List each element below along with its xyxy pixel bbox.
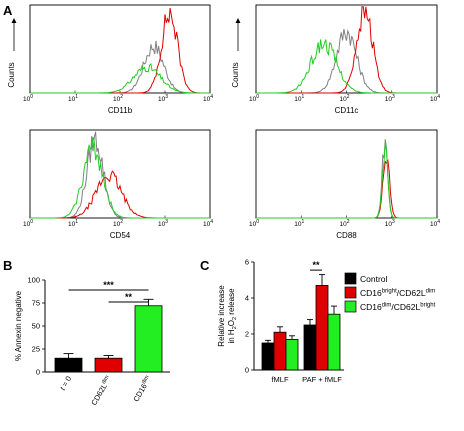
marker-label: CD88	[336, 231, 357, 240]
y-axis-label-line1: Relative increase	[217, 285, 226, 347]
x-tick-label: 104	[430, 94, 440, 103]
significance-label: **	[312, 260, 320, 270]
x-tick-label: 104	[430, 219, 440, 228]
histogram-frame	[255, 4, 438, 94]
histogram-frame	[255, 129, 438, 219]
y-tick-label: 0	[36, 368, 40, 377]
histogram-trace-control	[30, 131, 210, 219]
counts-arrow-right-head	[235, 18, 241, 23]
legend-swatch	[344, 300, 357, 313]
y-tick-label: 4	[245, 294, 249, 303]
bar	[273, 331, 287, 371]
legend-label: CD16dim/CD62Lbright	[360, 302, 436, 312]
bar	[285, 338, 299, 371]
histogram-trace-cd16dim	[30, 136, 210, 219]
histogram-frame	[29, 129, 211, 219]
y-axis-label: % Annexin negative	[14, 290, 23, 361]
histogram-cd54: 100 101 102 103 104 CD54	[23, 129, 213, 240]
histogram-trace-cd16bright	[256, 6, 437, 94]
y-tick-label: 25	[32, 345, 40, 354]
y-axis-label-line2: in H2O2 release	[227, 288, 238, 344]
marker-label: CD11c	[335, 106, 359, 115]
y-tick-label: 50	[32, 322, 40, 331]
bar	[327, 313, 341, 371]
y-tick-label: 75	[32, 299, 40, 308]
bar	[303, 324, 317, 371]
x-tick-label: 102	[339, 219, 349, 228]
legend-swatch	[344, 286, 357, 299]
x-tick-label: 100	[23, 219, 33, 228]
x-tick-label: 104	[203, 219, 213, 228]
legend-label: CD16bright/CD62Ldim	[360, 288, 435, 298]
marker-label: CD54	[110, 231, 131, 240]
category-label: fMLF	[271, 375, 289, 384]
x-tick-label: 103	[158, 219, 168, 228]
h2o2-bar-chart: 0 2 4 6 Relative increase in H2O2 release fMLF…	[217, 258, 436, 385]
x-tick-label: 102	[113, 94, 123, 103]
histogram-trace-cd16bright	[256, 158, 437, 219]
counts-label-left: Counts	[7, 62, 16, 87]
x-tick-label: 103	[385, 94, 395, 103]
category-label: t = 0	[58, 375, 73, 392]
category-label: PAF + fMLF	[302, 375, 342, 384]
y-tick-label: 6	[245, 258, 249, 267]
histogram-trace-control	[256, 139, 437, 219]
panel-label-a: A	[3, 3, 13, 18]
panel-label-c: C	[200, 258, 210, 273]
histogram-trace-cd16dim	[256, 141, 437, 219]
histogram-trace-control	[30, 40, 210, 94]
histogram-cd11c: 100 101 102 103 104 CD11c	[249, 4, 440, 115]
bar	[261, 342, 275, 371]
x-tick-label: 100	[249, 94, 259, 103]
x-tick-label: 101	[68, 219, 78, 228]
histogram-trace-cd16bright	[30, 170, 210, 219]
histogram-cd11b: 100 101 102 103 104 CD11b	[23, 4, 213, 115]
bar	[134, 305, 163, 373]
y-tick-label: 0	[245, 366, 249, 375]
bar	[94, 357, 123, 373]
x-tick-label: 102	[113, 219, 123, 228]
y-tick-label: 100	[27, 276, 40, 285]
bar	[315, 284, 329, 371]
x-tick-label: 103	[385, 219, 395, 228]
x-tick-label: 100	[23, 94, 33, 103]
bar	[54, 357, 83, 373]
histogram-trace-cd16bright	[30, 8, 210, 94]
y-tick-label: 2	[245, 330, 249, 339]
legend-swatch	[344, 272, 357, 285]
legend-label: Control	[360, 274, 388, 284]
histogram-cd88: 100 101 102 103 104 CD88	[249, 129, 440, 240]
x-tick-label: 101	[294, 94, 304, 103]
histogram-trace-cd16dim	[256, 39, 437, 94]
histogram-trace-cd16dim	[30, 63, 210, 94]
counts-arrow-left-head	[11, 18, 17, 23]
panel-label-b: B	[3, 258, 12, 273]
marker-label: CD11b	[108, 106, 133, 115]
x-tick-label: 100	[249, 219, 259, 228]
x-tick-label: 101	[294, 219, 304, 228]
significance-label: **	[125, 292, 133, 302]
significance-label: ***	[103, 280, 114, 290]
x-tick-label: 102	[339, 94, 349, 103]
annexin-bar-chart: 0 25 50 75 100 % Annexin negative t = 0 CD62Ldi…	[14, 276, 170, 407]
x-tick-label: 103	[158, 94, 168, 103]
category-label: CD16dim	[131, 374, 153, 403]
histogram-frame	[29, 4, 211, 94]
x-tick-label: 101	[68, 94, 78, 103]
counts-label-right: Counts	[231, 62, 240, 87]
x-tick-label: 104	[203, 94, 213, 103]
category-label: CD62Ldim	[89, 374, 113, 407]
